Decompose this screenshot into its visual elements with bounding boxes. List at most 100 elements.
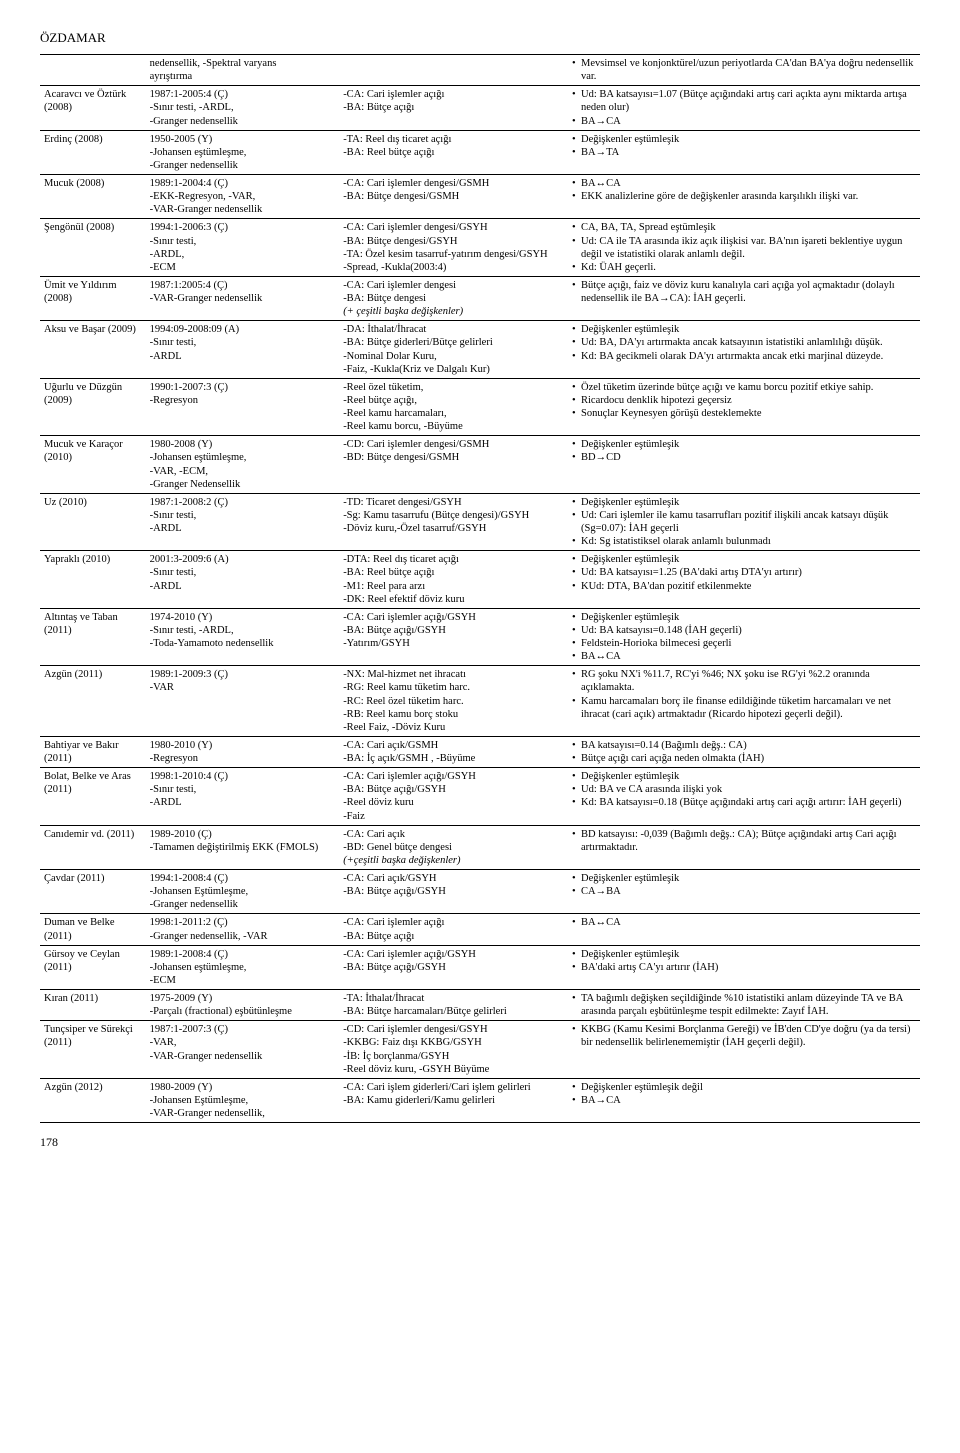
table-row: Uğurlu ve Düzgün (2009)1990:1-2007:3 (Ç)… xyxy=(40,378,920,436)
table-row: Gürsoy ve Ceylan (2011)1989:1-2008:4 (Ç)… xyxy=(40,945,920,989)
findings-cell: Değişkenler eştümleşikBA→TA xyxy=(568,130,920,174)
table-row: nedensellik, -Spektral varyansayrıştırma… xyxy=(40,55,920,86)
variables-cell: -CA: Cari işlemler açığı-BA: Bütçe açığı xyxy=(339,914,568,945)
variables-cell: -CA: Cari açık-BD: Genel bütçe dengesi(+… xyxy=(339,825,568,869)
findings-cell: BA katsayısı=0.14 (Bağımlı değş.: CA)Büt… xyxy=(568,736,920,767)
table-row: Çavdar (2011)1994:1-2008:4 (Ç)-Johansen … xyxy=(40,870,920,914)
author-cell: Bahtiyar ve Bakır (2011) xyxy=(40,736,146,767)
findings-cell: Değişkenler eştümleşikUd: BA, DA'yı artı… xyxy=(568,321,920,379)
method-cell: 1987:1-2007:3 (Ç)-VAR,-VAR-Granger neden… xyxy=(146,1021,340,1079)
findings-cell: Değişkenler eştümleşik değilBA→CA xyxy=(568,1078,920,1122)
table-row: Duman ve Belke (2011)1998:1-2011:2 (Ç)-G… xyxy=(40,914,920,945)
literature-table: nedensellik, -Spektral varyansayrıştırma… xyxy=(40,54,920,1123)
findings-cell: Değişkenler eştümleşikBD→CD xyxy=(568,436,920,494)
table-row: Azgün (2011)1989:1-2009:3 (Ç)-VAR-NX: Ma… xyxy=(40,666,920,737)
table-row: Uz (2010)1987:1-2008:2 (Ç)-Sınır testi,-… xyxy=(40,493,920,551)
table-row: Acaravcı ve Öztürk (2008)1987:1-2005:4 (… xyxy=(40,86,920,130)
method-cell: 1989-2010 (Ç)-Tamamen değiştirilmiş EKK … xyxy=(146,825,340,869)
author-cell: Azgün (2012) xyxy=(40,1078,146,1122)
variables-cell xyxy=(339,55,568,86)
table-row: Azgün (2012)1980-2009 (Y)-Johansen Eştüm… xyxy=(40,1078,920,1122)
method-cell: 1980-2008 (Y)-Johansen eştümleşme,-VAR, … xyxy=(146,436,340,494)
variables-cell: -CA: Cari işlemler açığı/GSYH-BA: Bütçe … xyxy=(339,945,568,989)
author-cell: Bolat, Belke ve Aras (2011) xyxy=(40,768,146,826)
author-cell: Gürsoy ve Ceylan (2011) xyxy=(40,945,146,989)
method-cell: 1980-2010 (Y)-Regresyon xyxy=(146,736,340,767)
method-cell: 1994:1-2006:3 (Ç)-Sınır testi,-ARDL,-ECM xyxy=(146,219,340,277)
variables-cell: -CA: Cari işlemler açığı-BA: Bütçe açığı xyxy=(339,86,568,130)
findings-cell: Değişkenler eştümleşikUd: BA katsayısı=1… xyxy=(568,551,920,609)
method-cell: 1994:09-2008:09 (A)-Sınır testi,-ARDL xyxy=(146,321,340,379)
variables-cell: -CA: Cari işlemler dengesi/GSYH-BA: Bütç… xyxy=(339,219,568,277)
author-cell: Uz (2010) xyxy=(40,493,146,551)
variables-cell: -CA: Cari işlemler açığı/GSYH-BA: Bütçe … xyxy=(339,608,568,666)
author-cell: Altıntaş ve Taban (2011) xyxy=(40,608,146,666)
method-cell: 2001:3-2009:6 (A)-Sınır testi,-ARDL xyxy=(146,551,340,609)
findings-cell: BD katsayısı: -0,039 (Bağımlı değş.: CA)… xyxy=(568,825,920,869)
method-cell: 1990:1-2007:3 (Ç)-Regresyon xyxy=(146,378,340,436)
table-row: Kıran (2011)1975-2009 (Y)-Parçalı (fract… xyxy=(40,990,920,1021)
findings-cell: Özel tüketim üzerinde bütçe açığı ve kam… xyxy=(568,378,920,436)
table-row: Bahtiyar ve Bakır (2011)1980-2010 (Y)-Re… xyxy=(40,736,920,767)
findings-cell: Ud: BA katsayısı=1.07 (Bütçe açığındaki … xyxy=(568,86,920,130)
findings-cell: TA bağımlı değişken seçildiğinde %10 ist… xyxy=(568,990,920,1021)
variables-cell: -DTA: Reel dış ticaret açığı-BA: Reel bü… xyxy=(339,551,568,609)
variables-cell: -CA: Cari işlemler dengesi/GSMH-BA: Bütç… xyxy=(339,175,568,219)
method-cell: 1950-2005 (Y)-Johansen eştümleşme,-Grang… xyxy=(146,130,340,174)
table-row: Ümit ve Yıldırım (2008)1987:1:2005:4 (Ç)… xyxy=(40,276,920,320)
author-cell: Erdinç (2008) xyxy=(40,130,146,174)
variables-cell: -DA: İthalat/İhracat-BA: Bütçe giderleri… xyxy=(339,321,568,379)
method-cell: 1998:1-2010:4 (Ç)-Sınır testi,-ARDL xyxy=(146,768,340,826)
findings-cell: Değişkenler eştümleşikUd: BA katsayısı=0… xyxy=(568,608,920,666)
author-cell: Kıran (2011) xyxy=(40,990,146,1021)
findings-cell: BA↔CAEKK analizlerine göre de değişkenle… xyxy=(568,175,920,219)
method-cell: 1974-2010 (Y)-Sınır testi, -ARDL,-Toda-Y… xyxy=(146,608,340,666)
findings-cell: KKBG (Kamu Kesimi Borçlanma Gereği) ve İ… xyxy=(568,1021,920,1079)
variables-cell: -NX: Mal-hizmet net ihracatı-RG: Reel ka… xyxy=(339,666,568,737)
findings-cell: BA↔CA xyxy=(568,914,920,945)
author-cell: Azgün (2011) xyxy=(40,666,146,737)
findings-cell: Bütçe açığı, faiz ve döviz kuru kanalıyl… xyxy=(568,276,920,320)
table-row: Aksu ve Başar (2009)1994:09-2008:09 (A)-… xyxy=(40,321,920,379)
table-row: Bolat, Belke ve Aras (2011)1998:1-2010:4… xyxy=(40,768,920,826)
variables-cell: -CA: Cari işlemler dengesi-BA: Bütçe den… xyxy=(339,276,568,320)
variables-cell: -Reel özel tüketim,-Reel bütçe açığı,-Re… xyxy=(339,378,568,436)
method-cell: 1975-2009 (Y)-Parçalı (fractional) eşbüt… xyxy=(146,990,340,1021)
method-cell: 1989:1-2008:4 (Ç)-Johansen eştümleşme,-E… xyxy=(146,945,340,989)
table-row: Yapraklı (2010)2001:3-2009:6 (A)-Sınır t… xyxy=(40,551,920,609)
method-cell: nedensellik, -Spektral varyansayrıştırma xyxy=(146,55,340,86)
method-cell: 1980-2009 (Y)-Johansen Eştümleşme,-VAR-G… xyxy=(146,1078,340,1122)
method-cell: 1998:1-2011:2 (Ç)-Granger nedensellik, -… xyxy=(146,914,340,945)
method-cell: 1987:1-2008:2 (Ç)-Sınır testi,-ARDL xyxy=(146,493,340,551)
author-cell: Uğurlu ve Düzgün (2009) xyxy=(40,378,146,436)
author-cell: Duman ve Belke (2011) xyxy=(40,914,146,945)
page-header: ÖZDAMAR xyxy=(40,30,920,46)
author-cell: Şengönül (2008) xyxy=(40,219,146,277)
findings-cell: RG şoku NX'i %11.7, RC'yi %46; NX şoku i… xyxy=(568,666,920,737)
findings-cell: Değişkenler eştümleşikCA→BA xyxy=(568,870,920,914)
table-row: Şengönül (2008)1994:1-2006:3 (Ç)-Sınır t… xyxy=(40,219,920,277)
author-cell: Canıdemir vd. (2011) xyxy=(40,825,146,869)
author-cell: Acaravcı ve Öztürk (2008) xyxy=(40,86,146,130)
author-cell: Aksu ve Başar (2009) xyxy=(40,321,146,379)
table-row: Canıdemir vd. (2011)1989-2010 (Ç)-Tamame… xyxy=(40,825,920,869)
method-cell: 1989:1-2004:4 (Ç)-EKK-Regresyon, -VAR,-V… xyxy=(146,175,340,219)
variables-cell: -CA: Cari açık/GSYH-BA: Bütçe açığı/GSYH xyxy=(339,870,568,914)
findings-cell: CA, BA, TA, Spread eştümleşikUd: CA ile … xyxy=(568,219,920,277)
table-row: Mucuk ve Karaçor (2010)1980-2008 (Y)-Joh… xyxy=(40,436,920,494)
author-cell xyxy=(40,55,146,86)
author-cell: Ümit ve Yıldırım (2008) xyxy=(40,276,146,320)
findings-cell: Değişkenler eştümleşikUd: Cari işlemler … xyxy=(568,493,920,551)
author-cell: Tunçsiper ve Sürekçi (2011) xyxy=(40,1021,146,1079)
variables-cell: -TA: Reel dış ticaret açığı-BA: Reel büt… xyxy=(339,130,568,174)
table-row: Erdinç (2008)1950-2005 (Y)-Johansen eştü… xyxy=(40,130,920,174)
method-cell: 1994:1-2008:4 (Ç)-Johansen Eştümleşme,-G… xyxy=(146,870,340,914)
variables-cell: -CD: Cari işlemler dengesi/GSMH-BD: Bütç… xyxy=(339,436,568,494)
table-row: Mucuk (2008)1989:1-2004:4 (Ç)-EKK-Regres… xyxy=(40,175,920,219)
method-cell: 1987:1-2005:4 (Ç)-Sınır testi, -ARDL,-Gr… xyxy=(146,86,340,130)
method-cell: 1989:1-2009:3 (Ç)-VAR xyxy=(146,666,340,737)
table-row: Tunçsiper ve Sürekçi (2011)1987:1-2007:3… xyxy=(40,1021,920,1079)
variables-cell: -TA: İthalat/İhracat-BA: Bütçe harcamala… xyxy=(339,990,568,1021)
variables-cell: -TD: Ticaret dengesi/GSYH-Sg: Kamu tasar… xyxy=(339,493,568,551)
variables-cell: -CA: Cari işlemler açığı/GSYH-BA: Bütçe … xyxy=(339,768,568,826)
